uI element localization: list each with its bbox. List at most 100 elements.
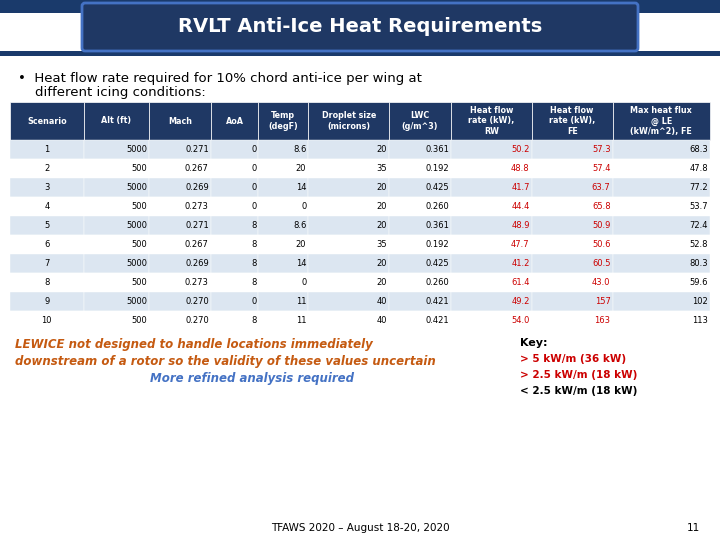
Bar	[613, 159, 710, 178]
Text: 20: 20	[377, 278, 387, 287]
Bar	[211, 140, 258, 159]
Bar	[258, 159, 308, 178]
Text: Heat flow
rate (kW),
RW: Heat flow rate (kW), RW	[468, 106, 515, 136]
Bar	[389, 216, 451, 235]
Text: 61.4: 61.4	[511, 278, 530, 287]
Text: 0.421: 0.421	[426, 297, 449, 306]
Text: 63.7: 63.7	[592, 183, 611, 192]
Text: 1: 1	[44, 145, 50, 154]
Bar	[451, 235, 532, 254]
Text: 41.7: 41.7	[511, 183, 530, 192]
Bar	[308, 273, 389, 292]
Text: 0.425: 0.425	[426, 183, 449, 192]
Bar	[258, 197, 308, 216]
Text: TFAWS 2020 – August 18-20, 2020: TFAWS 2020 – August 18-20, 2020	[271, 523, 449, 533]
Bar	[389, 159, 451, 178]
Bar	[84, 216, 149, 235]
Bar	[149, 216, 211, 235]
Text: 0: 0	[251, 164, 256, 173]
Text: > 5 kW/m (36 kW): > 5 kW/m (36 kW)	[520, 354, 626, 364]
Bar	[84, 178, 149, 197]
Text: 0: 0	[301, 278, 306, 287]
Text: different icing conditions:: different icing conditions:	[18, 86, 206, 99]
Bar	[532, 311, 613, 330]
Bar	[451, 102, 532, 140]
Bar	[258, 254, 308, 273]
Text: 60.5: 60.5	[592, 259, 611, 268]
Bar	[389, 235, 451, 254]
Text: Temp
(degF): Temp (degF)	[269, 111, 298, 131]
Text: 8: 8	[251, 240, 256, 249]
Bar	[10, 273, 84, 292]
Bar	[532, 216, 613, 235]
Text: 40: 40	[377, 316, 387, 325]
Text: 48.8: 48.8	[511, 164, 530, 173]
Bar	[149, 102, 211, 140]
Bar	[211, 159, 258, 178]
Text: 50.6: 50.6	[592, 240, 611, 249]
Bar	[532, 292, 613, 311]
Text: LWC
(g/m^3): LWC (g/m^3)	[402, 111, 438, 131]
Bar	[211, 178, 258, 197]
Text: 5000: 5000	[126, 183, 147, 192]
Text: 35: 35	[377, 240, 387, 249]
Text: Key:: Key:	[520, 338, 547, 348]
Bar	[389, 311, 451, 330]
Text: 50.2: 50.2	[511, 145, 530, 154]
Text: 80.3: 80.3	[689, 259, 708, 268]
Text: 20: 20	[377, 221, 387, 230]
Text: 0.269: 0.269	[185, 259, 209, 268]
Text: 20: 20	[377, 183, 387, 192]
Text: 5000: 5000	[126, 145, 147, 154]
Bar	[211, 292, 258, 311]
Text: 11: 11	[296, 316, 306, 325]
Bar	[451, 216, 532, 235]
Bar	[211, 197, 258, 216]
Bar	[389, 254, 451, 273]
Bar	[84, 292, 149, 311]
Text: 50.9: 50.9	[592, 221, 611, 230]
Bar	[211, 254, 258, 273]
Text: 65.8: 65.8	[592, 202, 611, 211]
Text: LEWICE not designed to handle locations immediately: LEWICE not designed to handle locations …	[15, 338, 373, 351]
Text: 8: 8	[251, 221, 256, 230]
Text: 2: 2	[44, 164, 50, 173]
Text: 5000: 5000	[126, 221, 147, 230]
Bar	[451, 159, 532, 178]
Text: 0.271: 0.271	[185, 145, 209, 154]
Bar	[258, 216, 308, 235]
Bar	[149, 292, 211, 311]
Text: 14: 14	[296, 259, 306, 268]
Text: Droplet size
(microns): Droplet size (microns)	[322, 111, 376, 131]
Text: 0.269: 0.269	[185, 183, 209, 192]
Text: 5: 5	[44, 221, 50, 230]
Text: 0.192: 0.192	[426, 240, 449, 249]
Bar	[451, 254, 532, 273]
Bar	[613, 311, 710, 330]
Bar	[211, 216, 258, 235]
Text: AoA: AoA	[225, 117, 243, 125]
Text: 44.4: 44.4	[511, 202, 530, 211]
Bar	[532, 178, 613, 197]
Text: 54.0: 54.0	[511, 316, 530, 325]
Bar	[10, 197, 84, 216]
Text: 47.8: 47.8	[689, 164, 708, 173]
Bar	[211, 311, 258, 330]
Text: More refined analysis required: More refined analysis required	[150, 372, 354, 385]
Bar	[613, 140, 710, 159]
Bar	[84, 254, 149, 273]
Bar	[0, 0, 720, 13]
Text: Mach: Mach	[168, 117, 192, 125]
Text: 43.0: 43.0	[592, 278, 611, 287]
Text: 20: 20	[296, 240, 306, 249]
Text: 3: 3	[44, 183, 50, 192]
Bar	[149, 311, 211, 330]
Bar	[149, 178, 211, 197]
Bar	[258, 273, 308, 292]
Bar	[211, 235, 258, 254]
Text: 500: 500	[131, 164, 147, 173]
Bar	[258, 102, 308, 140]
Text: 0: 0	[251, 183, 256, 192]
Text: 0.270: 0.270	[185, 297, 209, 306]
Bar	[613, 292, 710, 311]
